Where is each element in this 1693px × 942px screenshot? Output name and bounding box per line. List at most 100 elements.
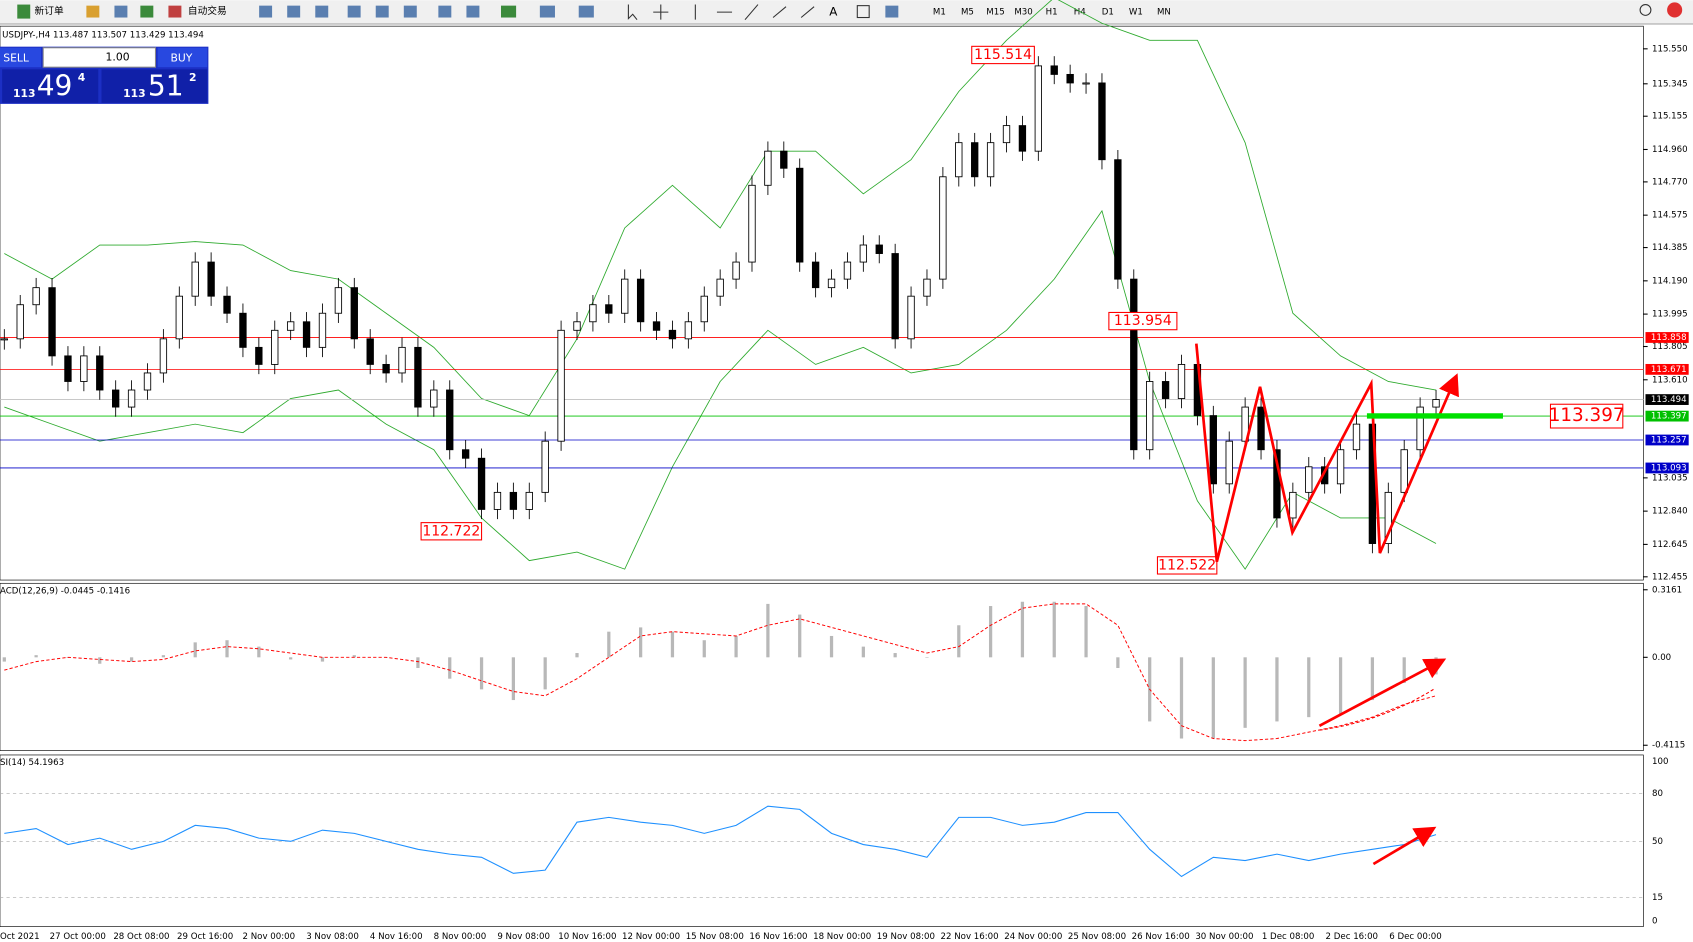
candle-body — [541, 440, 549, 493]
time-label: 3 Nov 08:00 — [306, 932, 359, 942]
macd-tick-label: 0.00 — [1652, 653, 1671, 663]
candle-body — [684, 321, 693, 340]
level-tag-label: 113.671 — [1651, 365, 1687, 375]
price-tick-label: 112.840 — [1652, 507, 1688, 517]
macd-bar — [798, 614, 802, 658]
buy-button[interactable] — [157, 47, 208, 68]
price-tick-label: 113.995 — [1652, 310, 1688, 320]
price-tick-label: 114.190 — [1652, 276, 1688, 286]
candle-body — [1352, 423, 1361, 451]
candle-body — [907, 295, 915, 340]
timeframe-button[interactable]: H4 — [1074, 8, 1086, 18]
candle-body — [159, 338, 168, 374]
new-order-button[interactable]: 新订单 — [35, 4, 64, 17]
candle-body — [286, 321, 295, 331]
level-tag-label: 113.858 — [1651, 333, 1687, 343]
candle-body — [955, 142, 963, 178]
bid-box[interactable] — [2, 69, 99, 103]
timeframe-button[interactable]: M5 — [961, 8, 974, 18]
candle-body — [223, 295, 231, 314]
macd-bar — [225, 640, 229, 658]
candle-body — [780, 150, 788, 169]
rsi-line — [4, 805, 1437, 878]
macd-bar — [1084, 606, 1088, 658]
macd-bar — [670, 631, 675, 658]
level-tag-label: 113.093 — [1651, 463, 1687, 473]
candle-body — [859, 244, 868, 263]
macd-tick-label: -0.4115 — [1652, 741, 1685, 751]
time-label: 1 Dec 08:00 — [1262, 932, 1315, 942]
candle-body — [939, 176, 947, 280]
candle-body — [525, 491, 533, 510]
price-panel — [0, 25, 1644, 581]
auto-trading-button[interactable]: 自动交易 — [188, 4, 227, 17]
price-tick-label: 114.385 — [1652, 243, 1688, 253]
timeframe-button[interactable]: H1 — [1046, 8, 1058, 18]
sell-button[interactable] — [0, 47, 42, 68]
candle-body — [318, 312, 327, 348]
rsi-panel — [0, 754, 1644, 927]
timeframe-button[interactable]: M15 — [986, 8, 1004, 18]
macd-bar — [257, 646, 261, 658]
sell-label: SELL — [3, 52, 29, 65]
candle-body — [573, 321, 581, 331]
macd-bar — [320, 657, 325, 662]
time-label: 4 Nov 16:00 — [370, 932, 423, 942]
candle-body — [986, 142, 995, 178]
timeframe-button[interactable]: MN — [1157, 8, 1171, 18]
price-tick-label: 113.805 — [1652, 342, 1688, 352]
macd-bar — [575, 653, 579, 658]
candle-body — [796, 167, 804, 263]
candle-body — [732, 261, 740, 280]
time-label: 8 Nov 00:00 — [434, 932, 487, 942]
price-annotation: 115.514 — [974, 47, 1032, 63]
candle-body — [398, 346, 406, 374]
candle-body — [875, 244, 883, 254]
candle-body — [207, 261, 215, 297]
candle-body — [621, 278, 629, 314]
candle-body — [382, 363, 390, 374]
macd-bar — [893, 653, 897, 658]
candle-body — [255, 346, 263, 365]
time-label: 22 Nov 16:00 — [941, 932, 999, 942]
lots-input[interactable] — [42, 47, 157, 68]
price-annotation: 112.722 — [422, 523, 480, 539]
candle-body — [764, 150, 772, 186]
candle-body — [414, 346, 422, 408]
level-tag-label: 113.494 — [1651, 395, 1687, 405]
timeframe-button[interactable]: W1 — [1129, 8, 1143, 18]
bollinger-lower — [4, 209, 1437, 570]
candle-body — [1050, 65, 1058, 75]
candle-body — [302, 321, 311, 348]
macd-bar — [1052, 601, 1056, 658]
macd-bar — [34, 655, 38, 658]
candle-body — [350, 287, 358, 340]
level-tag-label: 113.257 — [1651, 435, 1687, 445]
candle-body — [891, 253, 899, 340]
candle-body — [112, 389, 120, 408]
candle-body — [1130, 278, 1138, 451]
time-label: 2 Dec 16:00 — [1326, 932, 1379, 942]
ask-box[interactable] — [101, 69, 208, 103]
price-tick-label: 114.575 — [1652, 211, 1688, 221]
candle-body — [700, 295, 708, 323]
time-label: 19 Nov 08:00 — [877, 932, 935, 942]
level-tag — [1645, 410, 1689, 422]
rsi-tick-label: 15 — [1652, 893, 1663, 903]
macd-bar — [957, 625, 961, 658]
timeframe-button[interactable]: D1 — [1102, 8, 1114, 18]
price-annotation-box — [1156, 556, 1218, 575]
candle-body — [16, 304, 24, 340]
candle-body — [271, 329, 279, 365]
time-label: 9 Nov 08:00 — [497, 932, 550, 942]
macd-bar — [988, 606, 993, 658]
timeframe-button[interactable]: M30 — [1014, 8, 1032, 18]
level-tag — [1645, 434, 1689, 446]
timeframe-button[interactable]: M1 — [933, 8, 946, 18]
time-label: 27 Oct 00:00 — [50, 932, 106, 942]
candle-body — [636, 278, 645, 323]
macd-bar — [639, 627, 643, 658]
macd-bar — [1275, 657, 1279, 722]
rsi-tick-label: 80 — [1652, 789, 1663, 799]
